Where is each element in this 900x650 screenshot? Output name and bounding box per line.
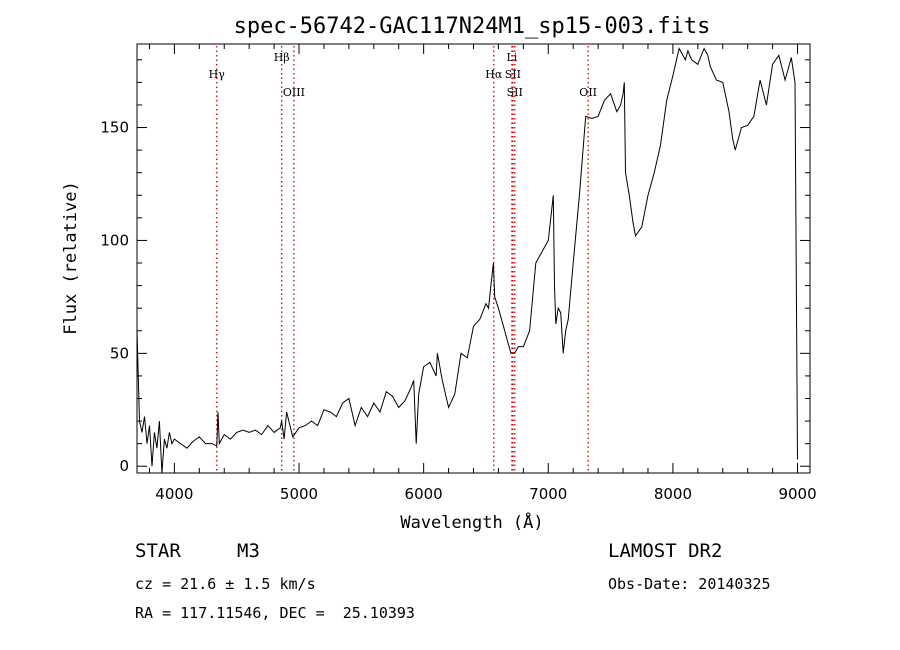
y-tick-label: 100: [100, 231, 129, 249]
redshift-velocity: cz = 21.6 ± 1.5 km/s: [135, 575, 316, 593]
line-marker-label: OIII: [283, 86, 305, 99]
x-axis-label: Wavelength (Å): [400, 511, 543, 533]
spectrum-series-line: [136, 47, 798, 474]
object-class: STAR: [135, 540, 181, 562]
x-tick-label: 5000: [280, 485, 318, 503]
x-tick-label: 9000: [778, 485, 816, 503]
y-tick-label: 150: [100, 119, 129, 137]
y-tick-label: 50: [110, 344, 129, 362]
x-tick-label: 6000: [405, 485, 443, 503]
chart-title: spec-56742-GAC117N24M1_sp15-003.fits: [234, 14, 711, 39]
line-marker-label: Hγ: [209, 68, 226, 81]
plot-frame: [136, 43, 811, 474]
x-tick-label: 4000: [155, 485, 193, 503]
line-marker-label: OII: [579, 86, 597, 99]
observation-date: Obs-Date: 20140325: [608, 575, 771, 593]
axis-ticks: 4000 5000 6000 7000 8000 9000 0 50 100 150: [100, 44, 817, 503]
y-tick-label: 0: [119, 457, 129, 475]
coordinates: RA = 117.11546, DEC = 25.10393: [135, 604, 415, 622]
x-tick-label: 7000: [529, 485, 567, 503]
line-marker-label: Hβ: [274, 51, 290, 64]
object-subclass: M3: [237, 540, 260, 562]
survey-name: LAMOST DR2: [608, 540, 723, 562]
y-axis-label: Flux (relative): [61, 181, 81, 335]
line-marker-label: SII: [507, 86, 523, 99]
line-marker-label: SII: [505, 68, 521, 81]
line-marker-label: Li: [506, 51, 517, 64]
line-marker-label: Hα: [485, 68, 503, 81]
x-tick-label: 8000: [654, 485, 692, 503]
